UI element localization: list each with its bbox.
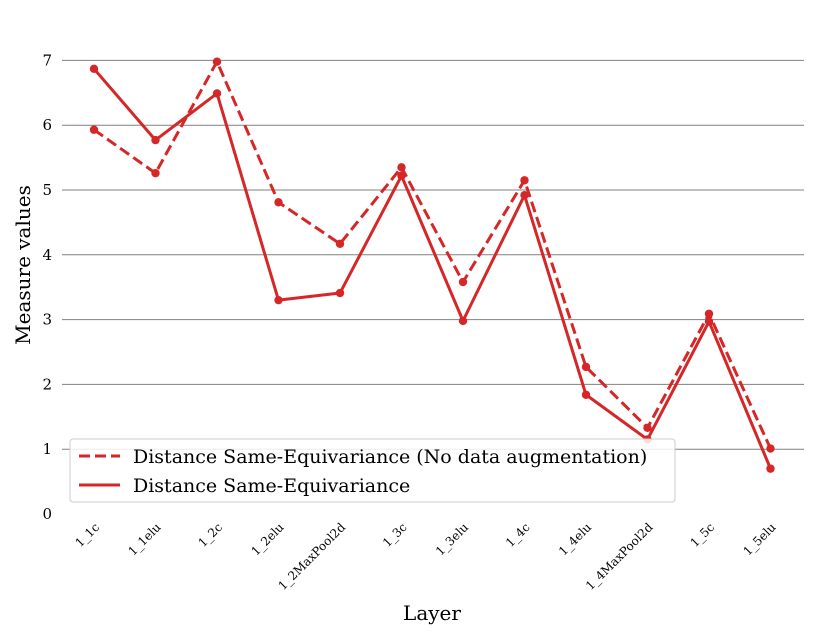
legend: Distance Same-Equivariance (No data augm… bbox=[69, 438, 676, 503]
x-tick-label: 1_2MaxPool2d bbox=[276, 520, 349, 593]
grid bbox=[62, 59, 804, 450]
y-tick-label: 5 bbox=[42, 181, 52, 199]
data-point bbox=[766, 464, 775, 473]
data-point bbox=[766, 444, 775, 453]
data-point bbox=[151, 135, 160, 145]
data-point bbox=[643, 423, 652, 433]
x-axis-label: Layer bbox=[403, 601, 461, 625]
y-tick-label: 6 bbox=[42, 116, 52, 134]
y-axis-ticks: 0 1 2 3 4 5 6 7 bbox=[42, 51, 52, 523]
y-tick-label: 4 bbox=[42, 246, 52, 264]
series-line-same-equivariance bbox=[92, 67, 772, 470]
data-point bbox=[397, 171, 406, 180]
data-point bbox=[581, 362, 591, 372]
series bbox=[89, 57, 775, 473]
data-point bbox=[458, 316, 468, 326]
data-point bbox=[335, 239, 345, 248]
x-tick-label: 1_3c bbox=[380, 520, 410, 550]
y-tick-label: 2 bbox=[42, 375, 52, 393]
data-point bbox=[520, 176, 529, 185]
data-point bbox=[704, 309, 714, 318]
data-point bbox=[458, 277, 468, 287]
data-point bbox=[581, 390, 591, 399]
x-tick-label: 1_4elu bbox=[556, 520, 594, 558]
data-point bbox=[335, 288, 345, 298]
x-tick-label: 1_2c bbox=[195, 520, 225, 550]
x-tick-label: 1_5c bbox=[687, 520, 717, 550]
data-point bbox=[212, 57, 222, 66]
legend-label-same-equivariance: Distance Same-Equivariance bbox=[133, 475, 410, 497]
data-point bbox=[397, 163, 406, 172]
y-tick-label: 3 bbox=[42, 311, 52, 329]
x-tick-label: 1_4c bbox=[503, 520, 533, 550]
data-point bbox=[89, 64, 99, 74]
data-point bbox=[274, 295, 283, 305]
x-tick-label: 1_4MaxPool2d bbox=[583, 520, 656, 593]
y-tick-label: 7 bbox=[42, 51, 52, 69]
data-point bbox=[520, 190, 529, 200]
x-tick-label: 1_2elu bbox=[248, 520, 286, 558]
data-point bbox=[89, 125, 99, 134]
data-point bbox=[151, 168, 160, 178]
x-tick-label: 1_3elu bbox=[433, 520, 471, 558]
x-tick-label: 1_1c bbox=[72, 520, 102, 550]
series-line-no-augmentation bbox=[93, 60, 772, 450]
y-tick-label: 0 bbox=[42, 505, 52, 523]
y-tick-label: 1 bbox=[42, 440, 52, 458]
data-point bbox=[212, 89, 222, 98]
x-tick-label: 1_5elu bbox=[740, 520, 778, 558]
x-tick-label: 1_1elu bbox=[125, 520, 163, 558]
y-axis-label: Measure values bbox=[11, 185, 35, 345]
legend-label-no-augmentation: Distance Same-Equivariance (No data augm… bbox=[133, 446, 647, 468]
data-point bbox=[704, 317, 714, 326]
data-point bbox=[274, 198, 283, 207]
legend-box bbox=[69, 438, 676, 503]
